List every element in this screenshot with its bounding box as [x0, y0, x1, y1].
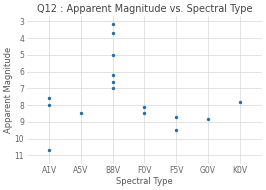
Point	[47, 149, 51, 152]
Point	[47, 104, 51, 107]
Point	[47, 97, 51, 100]
Point	[206, 118, 210, 121]
Y-axis label: Apparent Magnitude: Apparent Magnitude	[4, 47, 13, 133]
Point	[79, 112, 83, 115]
Point	[142, 112, 147, 115]
Point	[174, 115, 178, 118]
Point	[142, 105, 147, 108]
Point	[238, 100, 242, 103]
Point	[111, 73, 115, 76]
Point	[111, 53, 115, 56]
Point	[174, 129, 178, 132]
Title: Q12 : Apparent Magnitude vs. Spectral Type: Q12 : Apparent Magnitude vs. Spectral Ty…	[37, 4, 252, 14]
X-axis label: Spectral Type: Spectral Type	[116, 177, 173, 186]
Point	[111, 22, 115, 25]
Point	[111, 80, 115, 83]
Point	[111, 87, 115, 90]
Point	[111, 32, 115, 35]
